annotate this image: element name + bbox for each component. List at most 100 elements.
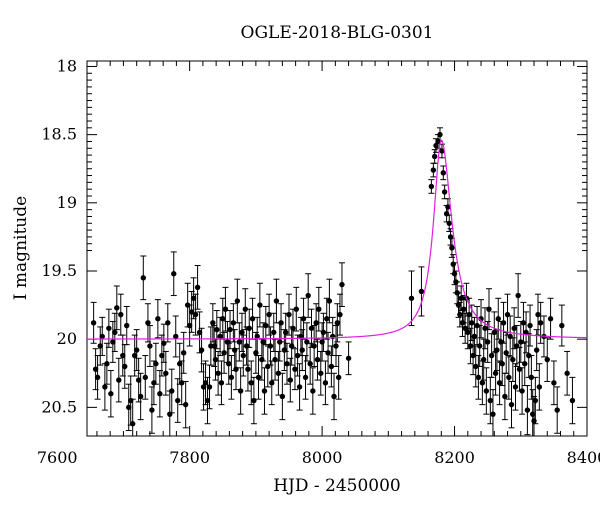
y-tick-label: 19 bbox=[57, 193, 77, 212]
data-point bbox=[288, 343, 295, 349]
x-tick-label: 8400 bbox=[567, 448, 600, 467]
data-point bbox=[257, 302, 263, 308]
data-point bbox=[536, 384, 543, 390]
data-point bbox=[307, 361, 313, 367]
data-points bbox=[90, 127, 576, 437]
data-point bbox=[418, 288, 425, 295]
data-point bbox=[292, 366, 298, 372]
data-point bbox=[215, 370, 221, 376]
y-tick-label: 18 bbox=[57, 56, 77, 75]
data-point bbox=[475, 374, 482, 381]
data-point bbox=[484, 339, 491, 345]
data-point bbox=[320, 329, 327, 336]
data-point bbox=[202, 380, 209, 386]
data-point bbox=[450, 261, 456, 267]
data-point bbox=[480, 356, 487, 363]
data-point bbox=[188, 309, 195, 315]
data-point bbox=[482, 325, 488, 331]
data-point bbox=[408, 295, 415, 301]
data-point bbox=[234, 298, 241, 304]
data-point bbox=[192, 311, 199, 318]
data-point bbox=[140, 275, 146, 281]
data-point bbox=[131, 352, 138, 359]
data-point bbox=[227, 326, 233, 333]
data-point bbox=[153, 361, 159, 367]
x-axis-label: HJD - 2450000 bbox=[273, 476, 401, 496]
data-point bbox=[496, 380, 503, 386]
data-point bbox=[304, 339, 310, 345]
data-point bbox=[519, 388, 525, 394]
data-point bbox=[230, 320, 237, 326]
data-point bbox=[337, 311, 343, 318]
data-point bbox=[492, 370, 499, 376]
data-point bbox=[533, 347, 540, 353]
data-point bbox=[522, 361, 528, 367]
data-point bbox=[198, 347, 205, 353]
data-point bbox=[508, 401, 515, 408]
data-point bbox=[165, 320, 171, 326]
x-tick-labels: 7600 7800 8000 8200 8400 bbox=[37, 448, 600, 467]
data-point bbox=[500, 320, 507, 326]
data-point bbox=[439, 148, 445, 154]
data-point bbox=[129, 421, 136, 427]
data-point bbox=[90, 320, 97, 326]
data-point bbox=[430, 167, 437, 173]
data-point bbox=[237, 388, 244, 394]
data-point bbox=[441, 189, 448, 195]
data-point bbox=[281, 347, 288, 353]
data-point bbox=[286, 311, 292, 318]
data-point bbox=[488, 352, 495, 359]
data-point bbox=[461, 306, 467, 312]
data-point bbox=[126, 404, 132, 411]
x-tick-label: 7800 bbox=[169, 448, 210, 467]
data-point bbox=[466, 311, 472, 318]
data-point bbox=[331, 393, 337, 400]
data-point bbox=[124, 322, 130, 329]
data-point bbox=[287, 377, 294, 383]
data-point bbox=[255, 374, 262, 381]
data-point bbox=[305, 292, 311, 299]
data-point bbox=[537, 320, 544, 326]
data-point bbox=[322, 380, 329, 386]
data-point bbox=[147, 343, 153, 349]
data-point bbox=[240, 352, 246, 359]
data-point bbox=[214, 326, 220, 333]
data-point bbox=[222, 306, 229, 312]
data-point bbox=[186, 322, 193, 329]
data-point bbox=[249, 316, 256, 322]
data-point bbox=[243, 343, 250, 349]
data-point bbox=[532, 397, 539, 404]
data-point bbox=[116, 377, 122, 383]
data-point bbox=[469, 320, 475, 326]
data-point bbox=[102, 384, 108, 390]
data-point bbox=[155, 316, 161, 322]
data-point bbox=[169, 388, 175, 394]
data-point bbox=[133, 347, 140, 353]
data-point bbox=[314, 356, 321, 363]
data-point bbox=[118, 311, 124, 318]
data-point bbox=[200, 384, 207, 390]
data-point bbox=[135, 377, 142, 383]
data-point bbox=[443, 211, 450, 217]
data-point bbox=[531, 418, 537, 424]
y-tick-labels: 18 18.5 19 19.5 20 20.5 bbox=[41, 56, 77, 416]
data-point bbox=[515, 292, 521, 299]
data-point bbox=[97, 343, 103, 349]
data-point bbox=[494, 347, 500, 353]
data-point bbox=[273, 298, 280, 304]
data-point bbox=[458, 295, 464, 301]
data-point bbox=[339, 281, 345, 288]
data-point bbox=[163, 370, 169, 376]
data-point bbox=[294, 352, 301, 359]
data-point bbox=[278, 320, 284, 326]
data-point bbox=[547, 316, 554, 322]
data-point bbox=[196, 329, 203, 336]
data-point bbox=[242, 306, 248, 312]
data-point bbox=[437, 131, 443, 138]
data-point bbox=[206, 384, 213, 390]
data-point bbox=[467, 343, 474, 349]
data-point bbox=[487, 397, 494, 404]
data-point bbox=[345, 355, 352, 361]
data-point bbox=[293, 306, 299, 312]
data-point bbox=[284, 361, 290, 367]
